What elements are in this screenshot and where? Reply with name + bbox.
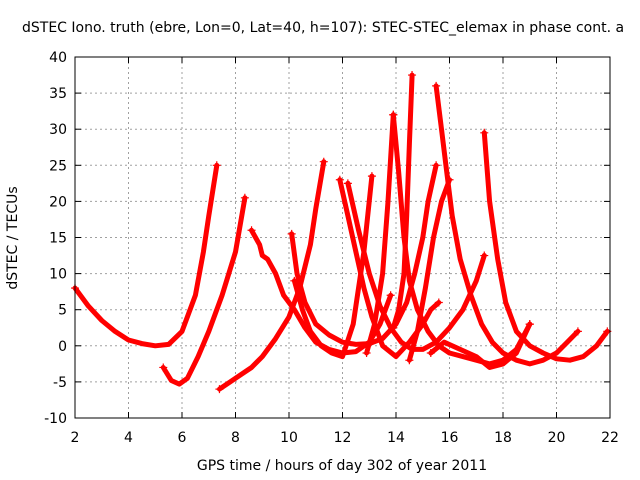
y-tick-label: -5 [53, 375, 67, 391]
y-tick-label: 10 [49, 267, 67, 283]
x-tick-label: 14 [387, 430, 405, 446]
x-tick-label: 22 [601, 430, 619, 446]
y-tick-label: 35 [49, 86, 67, 102]
chart-title: dSTEC Iono. truth (ebre, Lon=0, Lat=40, … [22, 20, 624, 36]
y-tick-label: 5 [58, 303, 67, 319]
series-endpoint-marker [240, 193, 249, 202]
series-line-2 [160, 195, 248, 387]
x-tick-label: 10 [280, 430, 298, 446]
x-tick-label: 6 [178, 430, 187, 446]
y-tick-label: 20 [49, 194, 67, 210]
series-endpoint-marker [389, 110, 398, 119]
x-tick-label: 4 [124, 430, 133, 446]
series-endpoint-marker [367, 172, 376, 181]
series-line-9 [364, 112, 396, 356]
y-tick-label: 25 [49, 158, 67, 174]
x-tick-label: 18 [494, 430, 512, 446]
series-endpoint-marker [215, 385, 224, 394]
series-endpoint-marker [480, 251, 489, 260]
series-endpoint-marker [480, 128, 489, 137]
x-tick-label: 20 [548, 430, 566, 446]
series-endpoint-marker [343, 179, 352, 188]
series-line-1 [72, 162, 220, 349]
series-group [71, 71, 612, 394]
series-endpoint-marker [405, 356, 414, 365]
y-tick-label: 40 [49, 50, 67, 66]
ticks [74, 56, 611, 419]
series-endpoint-marker [362, 349, 371, 358]
series-endpoint-marker [434, 298, 443, 307]
series-endpoint-marker [386, 291, 395, 300]
series-line-11 [390, 72, 415, 331]
series-endpoint-marker [212, 161, 221, 170]
x-tick-label: 12 [334, 430, 352, 446]
series-endpoint-marker [432, 161, 441, 170]
series-line-3 [217, 159, 327, 392]
series-endpoint-marker [287, 229, 296, 238]
x-tick-label: 2 [71, 430, 80, 446]
series-endpoint-marker [573, 327, 582, 336]
y-tick-label: 30 [49, 122, 67, 138]
series-endpoint-marker [319, 157, 328, 166]
series-line-13 [406, 177, 452, 363]
y-tick-label: 0 [58, 339, 67, 355]
x-tick-label: 16 [441, 430, 459, 446]
series-line-10 [390, 112, 533, 367]
series-endpoint-marker [432, 81, 441, 90]
series-endpoint-marker [159, 363, 168, 372]
series-line-7 [337, 177, 442, 360]
y-tick-label: -10 [44, 411, 67, 427]
series-endpoint-marker [247, 226, 256, 235]
series-endpoint-marker [408, 71, 417, 80]
x-tick-label: 8 [231, 430, 240, 446]
series-line-14 [481, 130, 610, 363]
series-endpoint-marker [426, 349, 435, 358]
y-axis-label: dSTEC / TECUs [5, 186, 21, 289]
x-axis-label: GPS time / hours of day 302 of year 2011 [197, 458, 487, 474]
series-endpoint-marker [445, 175, 454, 184]
series-line-15 [428, 321, 533, 370]
series-endpoint-marker [290, 276, 299, 285]
tick-labels: 2 4 6 8 10 12 14 16 18 20 22 -10 -5 0 5 10 15 20 25 30 35 40 [44, 50, 619, 446]
y-tick-label: 15 [49, 231, 67, 247]
series-endpoint-marker [389, 323, 398, 332]
series-endpoint-marker [525, 320, 534, 329]
series-endpoint-marker [335, 175, 344, 184]
